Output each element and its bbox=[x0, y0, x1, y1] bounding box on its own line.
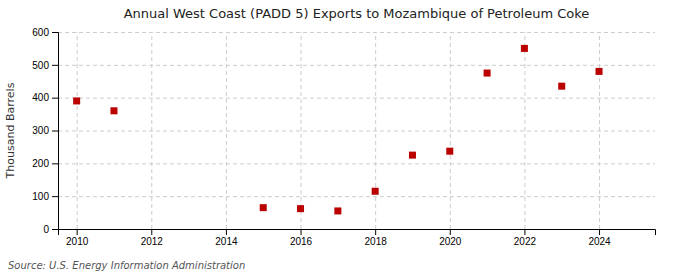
x-tick-label: 2010 bbox=[66, 236, 89, 247]
x-tick-mark bbox=[599, 229, 600, 235]
x-tick-mark bbox=[450, 229, 451, 235]
grid-line bbox=[58, 131, 655, 132]
y-tick-mark bbox=[52, 131, 58, 132]
y-tick-label: 400 bbox=[32, 92, 49, 103]
y-tick: 400 bbox=[32, 92, 58, 103]
grid-tick bbox=[58, 131, 655, 132]
x-tick-mark bbox=[375, 229, 376, 235]
point bbox=[558, 83, 565, 90]
x-tick-label: 2014 bbox=[215, 236, 238, 247]
point bbox=[73, 97, 80, 104]
grid-tick bbox=[58, 65, 655, 66]
y-tick-mark bbox=[52, 196, 58, 197]
y-tick-label: 200 bbox=[32, 158, 49, 169]
x-axis: 2010 2012 2014 2016 2018 2020 2022 2024 bbox=[59, 229, 656, 247]
grid-tick bbox=[301, 32, 302, 229]
grid-line bbox=[301, 32, 302, 229]
y-tick: 0 bbox=[43, 224, 58, 235]
grid-line bbox=[524, 32, 525, 229]
title: Annual West Coast (PADD 5) Exports to Mo… bbox=[124, 6, 590, 21]
x-tick: 2018 bbox=[365, 229, 388, 247]
x-tick-label: 2020 bbox=[439, 236, 462, 247]
y-axis-title: Thousand Barrels bbox=[4, 82, 17, 179]
y-tick-label: 300 bbox=[32, 125, 49, 136]
point bbox=[372, 188, 379, 195]
x-tick: 2010 bbox=[66, 229, 89, 247]
grid-tick bbox=[58, 163, 655, 164]
y-tick-label: 100 bbox=[32, 191, 49, 202]
x-tick-label: 2012 bbox=[141, 236, 164, 247]
marks bbox=[73, 45, 602, 215]
x-axis-line bbox=[59, 230, 656, 236]
y-tick-mark bbox=[52, 65, 58, 66]
grid-line bbox=[58, 32, 655, 33]
point bbox=[110, 107, 117, 114]
grid-tick bbox=[58, 32, 655, 33]
grid-line bbox=[77, 32, 78, 229]
point bbox=[521, 45, 528, 52]
source: Source: U.S. Energy Information Administ… bbox=[8, 260, 245, 271]
x-tick-label: 2018 bbox=[365, 236, 388, 247]
y-tick-label: 0 bbox=[43, 224, 49, 235]
y-tick: 200 bbox=[32, 158, 58, 169]
x-tick-mark bbox=[226, 229, 227, 235]
chart: 2010 2012 2014 2016 2018 2020 2022 2024 0 100 200 3… bbox=[0, 0, 675, 275]
point bbox=[334, 207, 341, 214]
x-tick: 2024 bbox=[588, 229, 611, 247]
point bbox=[297, 205, 304, 212]
grid-y bbox=[58, 33, 655, 230]
y-tick-mark bbox=[52, 32, 58, 33]
y-tick: 600 bbox=[32, 27, 58, 38]
y-tick: 300 bbox=[32, 125, 58, 136]
x-tick: 2022 bbox=[514, 229, 537, 247]
grid-line bbox=[58, 163, 655, 164]
x-tick-mark bbox=[151, 229, 152, 235]
x-tick-label: 2016 bbox=[290, 236, 313, 247]
grid-tick bbox=[524, 32, 525, 229]
grid-tick bbox=[58, 196, 655, 197]
grid-line bbox=[58, 196, 655, 197]
y-tick-mark bbox=[52, 98, 58, 99]
point bbox=[446, 148, 453, 155]
y-axis-line bbox=[52, 33, 59, 230]
grid-tick bbox=[77, 32, 78, 229]
grid-tick bbox=[58, 98, 655, 99]
x-tick-label: 2024 bbox=[588, 236, 611, 247]
x-tick: 2014 bbox=[215, 229, 238, 247]
y-tick-mark bbox=[52, 163, 58, 164]
plot: 2010 2012 2014 2016 2018 2020 2022 2024 0 100 200 3… bbox=[32, 27, 655, 247]
y-axis: 0 100 200 300 400 500 600 bbox=[32, 27, 58, 235]
x-tick-mark bbox=[77, 229, 78, 235]
x-tick-label: 2022 bbox=[514, 236, 537, 247]
point bbox=[596, 68, 603, 75]
x-tick: 2012 bbox=[141, 229, 164, 247]
point bbox=[260, 204, 267, 211]
point bbox=[484, 70, 491, 77]
grid-line bbox=[58, 98, 655, 99]
grid-line bbox=[58, 65, 655, 66]
y-tick: 100 bbox=[32, 191, 58, 202]
x-tick-mark bbox=[524, 229, 525, 235]
y-tick: 500 bbox=[32, 60, 58, 71]
y-tick-label: 500 bbox=[32, 60, 49, 71]
point bbox=[409, 152, 416, 159]
x-tick-mark bbox=[301, 229, 302, 235]
y-tick-mark bbox=[52, 229, 58, 230]
x-tick: 2016 bbox=[290, 229, 313, 247]
y-tick-label: 600 bbox=[32, 27, 49, 38]
x-tick: 2020 bbox=[439, 229, 462, 247]
